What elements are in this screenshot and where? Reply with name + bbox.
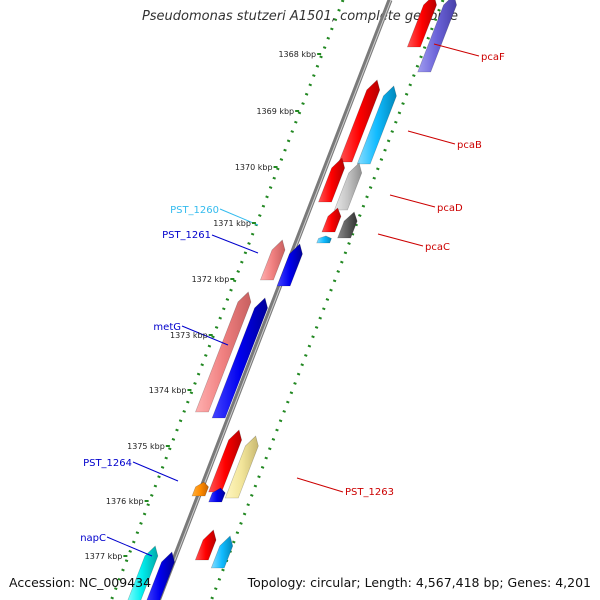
tick-label-1: 1369 kbp xyxy=(256,107,294,116)
gene-label-pcaB: pcaB xyxy=(457,140,482,151)
leader-PST_1264 xyxy=(132,461,179,482)
accession-text: Accession: NC_009434 xyxy=(9,575,152,590)
map-title: Pseudomonas stutzeri A1501, complete gen… xyxy=(141,9,459,24)
leader-metG xyxy=(181,325,229,346)
backbone-highlight xyxy=(158,0,392,600)
tick-label-5: 1373 kbp xyxy=(170,331,208,340)
gene-pcaD-red xyxy=(318,157,345,203)
kbp-ticks: 1368 kbp 1369 kbp 1370 kbp 1371 kbp 1372 kbp… xyxy=(85,50,322,561)
gene-PST_1264-orange xyxy=(191,481,209,497)
tick-label-6: 1374 kbp xyxy=(149,386,187,395)
gene-pcaC-dark xyxy=(337,211,358,239)
gene-pcaF-red xyxy=(406,0,437,48)
tick-label-3: 1371 kbp xyxy=(213,219,251,228)
gene-label-PST_1261: PST_1261 xyxy=(162,230,211,241)
gene-PST_1261-pink xyxy=(259,239,286,281)
gene-label-PST_1263: PST_1263 xyxy=(345,487,394,498)
gene-napC-sky xyxy=(210,535,234,569)
gene-label-PST_1264: PST_1264 xyxy=(83,458,132,469)
leader-pcaC xyxy=(377,233,424,247)
leader-PST_1263 xyxy=(296,477,344,493)
gene-features xyxy=(127,0,457,600)
leader-PST_1260 xyxy=(219,208,259,226)
gene-metG-pink xyxy=(195,291,252,413)
tick-label-0: 1368 kbp xyxy=(278,50,316,59)
gene-PST_1260-sky xyxy=(316,235,332,244)
gene-label-metG: metG xyxy=(153,322,181,333)
gene-label-pcaF: pcaF xyxy=(481,52,505,63)
gene-napC-blue xyxy=(146,551,175,600)
gene-metG-blue xyxy=(211,297,268,419)
tick-label-7: 1375 kbp xyxy=(127,442,165,451)
gene-label-PST_1260: PST_1260 xyxy=(170,205,219,216)
gene-label-pcaD: pcaD xyxy=(437,203,463,214)
gene-PST_1261-blue xyxy=(276,243,303,287)
backbone-line xyxy=(156,0,393,600)
tick-label-9: 1377 kbp xyxy=(85,552,123,561)
leader-pcaF xyxy=(433,43,480,57)
gc-dot-ring-2 xyxy=(210,0,445,600)
gene-pcaB-red xyxy=(338,79,381,163)
gene-label-napC: napC xyxy=(80,533,106,544)
gene-napC-red xyxy=(194,529,217,561)
leader-pcaB xyxy=(407,130,456,145)
leader-PST_1261 xyxy=(211,234,259,254)
tick-label-2: 1370 kbp xyxy=(235,163,273,172)
gene-PST_1263-khaki xyxy=(224,435,259,499)
gene-PST_1263-red xyxy=(208,429,242,493)
gene-pcaD-silver xyxy=(334,162,363,211)
gc-dotted-rings xyxy=(110,0,445,600)
gene-pcaC-red xyxy=(321,207,342,233)
gene-pcaF-purple xyxy=(417,0,457,73)
gc-dot-ring-1 xyxy=(110,0,345,600)
tick-label-4: 1372 kbp xyxy=(192,275,230,284)
leader-napC xyxy=(106,536,153,557)
gene-labels: pcaF pcaB pcaD pcaC PST_1260 PST_1261 metG PST_… xyxy=(80,52,505,544)
gene-label-pcaC: pcaC xyxy=(425,242,450,253)
leader-pcaD xyxy=(389,194,436,208)
genome-summary-text: Topology: circular; Length: 4,567,418 bp… xyxy=(247,575,591,590)
tick-label-8: 1376 kbp xyxy=(106,497,144,506)
gene-PST_1264-blue xyxy=(208,487,226,503)
gene-napC-cyan xyxy=(127,545,159,600)
genome-backbone xyxy=(156,0,393,600)
gene-pcaB-sky xyxy=(356,85,397,165)
label-leader-lines xyxy=(106,43,480,557)
